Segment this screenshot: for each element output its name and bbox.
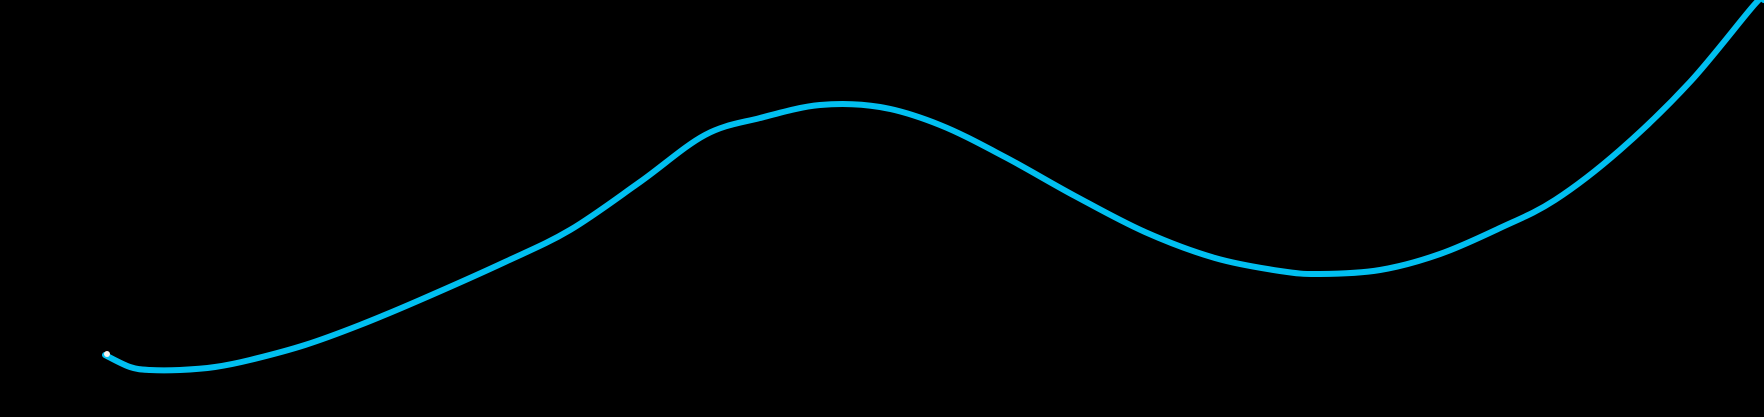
start-point-highlight-marker: [104, 351, 110, 357]
data-series-sine-wave: [102, 0, 1764, 374]
